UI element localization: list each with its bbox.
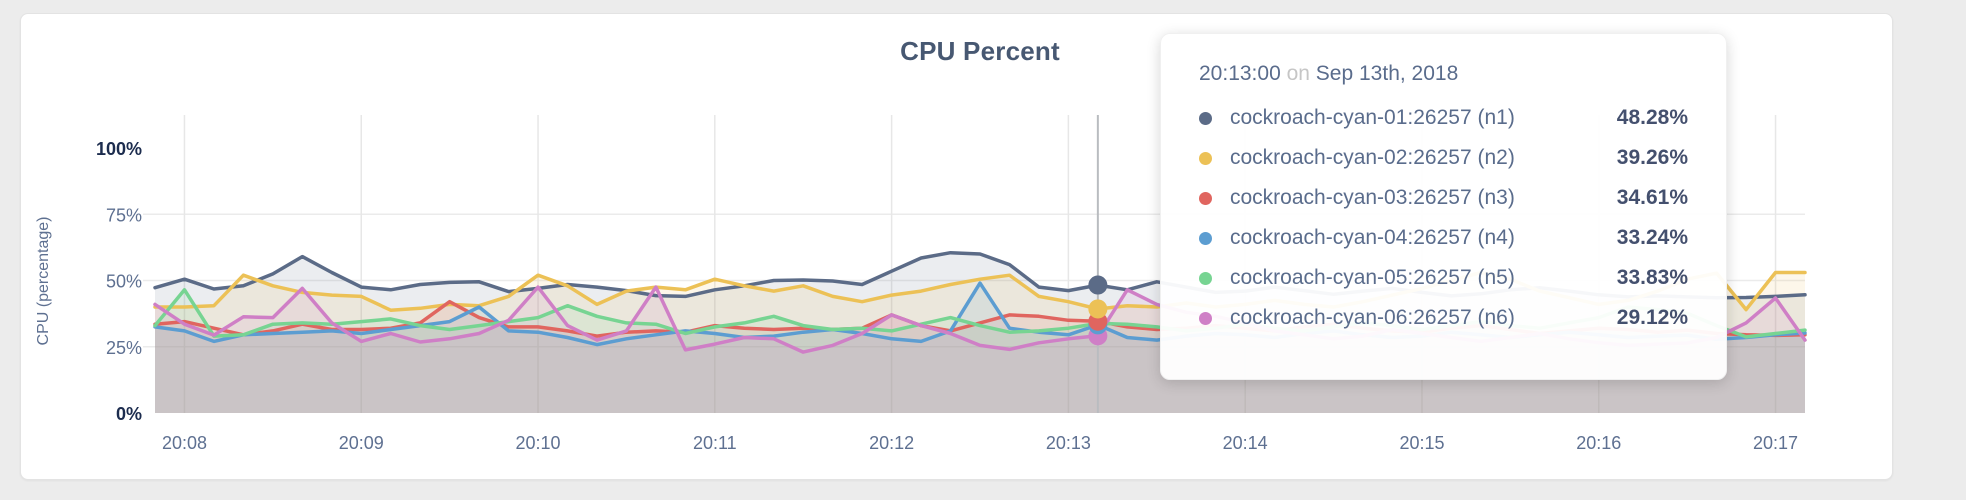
series-color-dot-icon <box>1199 111 1212 125</box>
tooltip-series-name: cockroach-cyan-06:26257 (n6) <box>1230 306 1515 329</box>
tooltip-series-value: 48.28% <box>1616 106 1688 129</box>
tooltip-date: Sep 13th, 2018 <box>1315 62 1459 85</box>
y-tick-label: 0% <box>116 404 142 424</box>
x-tick-label: 20:11 <box>693 433 737 453</box>
tooltip-row: cockroach-cyan-06:26257 (n6) 29.12% <box>1199 298 1688 338</box>
tooltip-series-value: 34.61% <box>1616 186 1688 209</box>
tooltip-row: cockroach-cyan-02:26257 (n2) 39.26% <box>1199 138 1688 178</box>
series-area-cockroach-cyan-03:26257 (n3) <box>155 301 1805 413</box>
series-area-cockroach-cyan-06:26257 (n6) <box>155 287 1805 413</box>
tooltip-series-name: cockroach-cyan-01:26257 (n1) <box>1230 106 1515 129</box>
x-tick-label: 20:15 <box>1399 433 1444 453</box>
tooltip-header: 20:13:00 on Sep 13th, 2018 <box>1199 62 1688 86</box>
tooltip-series-value: 33.24% <box>1616 226 1688 249</box>
tooltip-row: cockroach-cyan-01:26257 (n1) 48.28% <box>1199 98 1688 138</box>
y-tick-label: 50% <box>106 272 142 292</box>
x-tick-label: 20:13 <box>1046 433 1091 453</box>
tooltip-series-value: 29.12% <box>1616 306 1688 329</box>
y-tick-label: 25% <box>106 338 142 358</box>
hover-dot-cockroach-cyan-01:26257 (n1) <box>1088 275 1108 295</box>
x-tick-label: 20:10 <box>516 433 561 453</box>
series-color-dot-icon <box>1199 311 1212 325</box>
tooltip-row: cockroach-cyan-04:26257 (n4) 33.24% <box>1199 218 1688 258</box>
tooltip-series-name: cockroach-cyan-05:26257 (n5) <box>1230 266 1515 289</box>
tooltip-series-name: cockroach-cyan-03:26257 (n3) <box>1230 186 1515 209</box>
series-area-cockroach-cyan-04:26257 (n4) <box>155 283 1805 413</box>
chart-axis-labels: 20:08 20:09 20:10 20:11 20:12 20:13 20:14 20:15… <box>96 139 1798 453</box>
hover-dot-cockroach-cyan-02:26257 (n2) <box>1088 299 1108 319</box>
chart-hover-layer[interactable] <box>1088 115 1108 413</box>
x-tick-label: 20:08 <box>162 433 207 453</box>
tooltip-rows: cockroach-cyan-01:26257 (n1) 48.28% cockro… <box>1199 98 1688 338</box>
chart-title: CPU Percent <box>900 36 1060 66</box>
tooltip-row: cockroach-cyan-03:26257 (n3) 34.61% <box>1199 178 1688 218</box>
tooltip-row: cockroach-cyan-05:26257 (n5) 33.83% <box>1199 258 1688 298</box>
tooltip-series-value: 33.83% <box>1616 266 1688 289</box>
tooltip-time: 20:13:00 <box>1199 62 1281 85</box>
chart-tooltip: 20:13:00 on Sep 13th, 2018 cockroach-cya… <box>1160 33 1727 380</box>
y-tick-label: 100% <box>96 139 142 159</box>
x-tick-label: 20:09 <box>339 433 384 453</box>
x-tick-label: 20:16 <box>1576 433 1621 453</box>
y-axis-unit-label: CPU (percentage) <box>35 217 52 346</box>
x-tick-label: 20:17 <box>1753 433 1798 453</box>
series-area-cockroach-cyan-05:26257 (n5) <box>155 289 1805 413</box>
x-tick-label: 20:14 <box>1223 433 1268 453</box>
tooltip-series-value: 39.26% <box>1616 146 1688 169</box>
tooltip-series-name: cockroach-cyan-02:26257 (n2) <box>1230 146 1515 169</box>
tooltip-series-name: cockroach-cyan-04:26257 (n4) <box>1230 226 1515 249</box>
y-tick-label: 75% <box>106 205 142 225</box>
series-color-dot-icon <box>1199 231 1212 245</box>
x-tick-label: 20:12 <box>869 433 914 453</box>
series-color-dot-icon <box>1199 271 1212 285</box>
series-color-dot-icon <box>1199 191 1212 205</box>
tooltip-on-separator: on <box>1286 62 1310 85</box>
series-color-dot-icon <box>1199 151 1212 165</box>
